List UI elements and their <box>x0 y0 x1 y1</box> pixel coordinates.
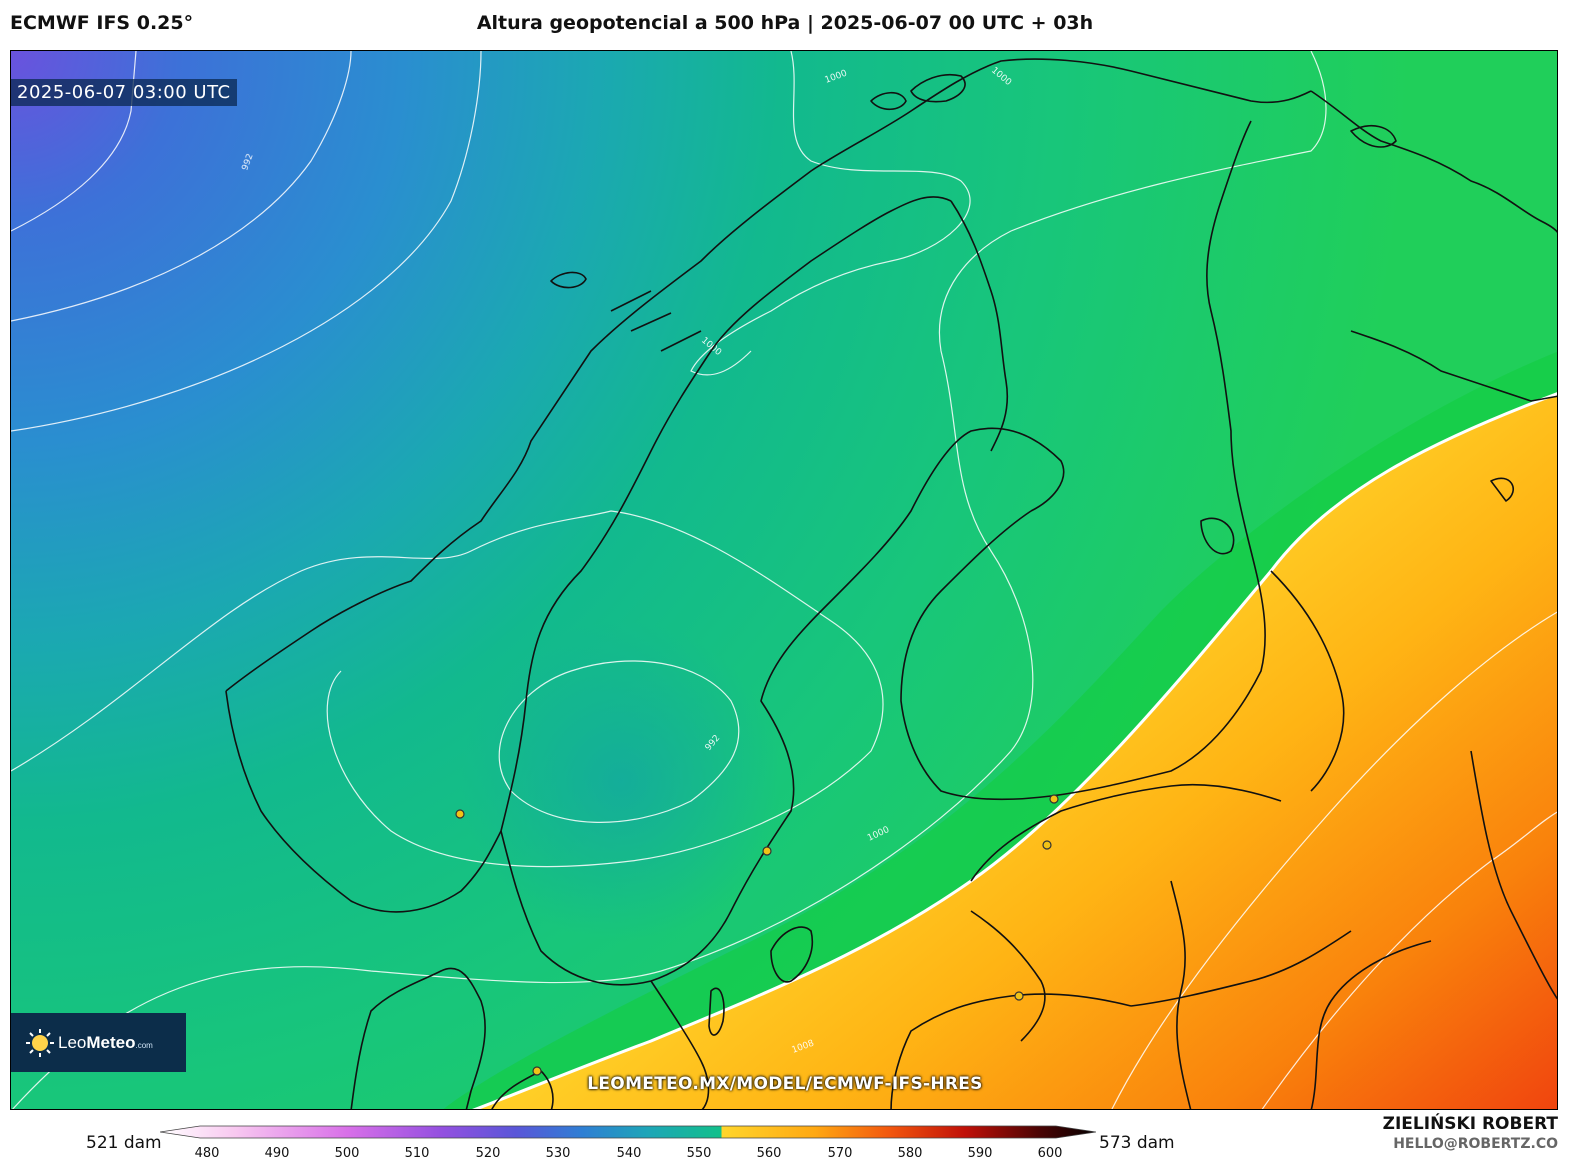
isobars <box>11 51 1557 1109</box>
valid-time-badge: 2025-06-07 03:00 UTC <box>11 79 237 106</box>
sun-icon <box>25 1028 55 1058</box>
city-marker-oslo <box>455 809 465 819</box>
colorbar-tick: 590 <box>967 1146 993 1161</box>
colorbar-tick: 580 <box>897 1146 923 1161</box>
colorbar-tick: 550 <box>686 1146 712 1161</box>
source-url-watermark[interactable]: LEOMETEO.MX/MODEL/ECMWF-IFS-HRES <box>587 1074 983 1094</box>
city-marker-riga <box>1014 991 1024 1001</box>
leometeo-logo[interactable]: LeoMeteo.com <box>11 1013 186 1072</box>
colorbar <box>160 1125 1096 1139</box>
city-marker-tallinn <box>1042 840 1052 850</box>
colorbar-min-label: 521 dam <box>86 1133 162 1153</box>
colorbar-max-label: 573 dam <box>1099 1133 1175 1153</box>
author-email[interactable]: HELLO@ROBERTZ.CO <box>1393 1136 1558 1152</box>
colorbar-tick: 540 <box>616 1146 642 1161</box>
colorbar-tick: 490 <box>264 1146 290 1161</box>
ridge-field <box>476 393 1557 1109</box>
map-panel[interactable]: 992 1000 1000 1000 992 1000 1008 <box>10 50 1558 1110</box>
colorbar-tick: 480 <box>194 1146 220 1161</box>
colorbar-tick: 520 <box>475 1146 501 1161</box>
coastlines <box>225 58 1557 1109</box>
model-name: ECMWF IFS 0.25° <box>10 12 194 34</box>
city-marker-copenhagen <box>532 1066 542 1076</box>
colorbar-ticks: 480 490 500 510 520 530 540 550 560 570 … <box>0 1146 1570 1163</box>
geopotential-map: 992 1000 1000 1000 992 1000 1008 <box>11 51 1557 1109</box>
colorbar-tick: 570 <box>827 1146 853 1161</box>
contour-552 <box>472 392 1557 1109</box>
city-marker-stockholm <box>762 846 772 856</box>
author-name: ZIELIŃSKI ROBERT <box>1382 1114 1558 1134</box>
city-marker-helsinki <box>1049 794 1059 804</box>
colorbar-tick: 600 <box>1037 1146 1063 1161</box>
map-title: Altura geopotencial a 500 hPa | 2025-06-… <box>476 12 1094 34</box>
colorbar-tick: 560 <box>756 1146 782 1161</box>
author-credit: ZIELIŃSKI ROBERT HELLO@ROBERTZ.CO <box>1383 1114 1558 1154</box>
colorbar-tick: 510 <box>404 1146 430 1161</box>
city-markers <box>455 794 1059 1076</box>
colorbar-tick: 530 <box>545 1146 571 1161</box>
colorbar-tick: 500 <box>334 1146 360 1161</box>
logo-wordmark: LeoMeteo.com <box>58 1032 153 1052</box>
